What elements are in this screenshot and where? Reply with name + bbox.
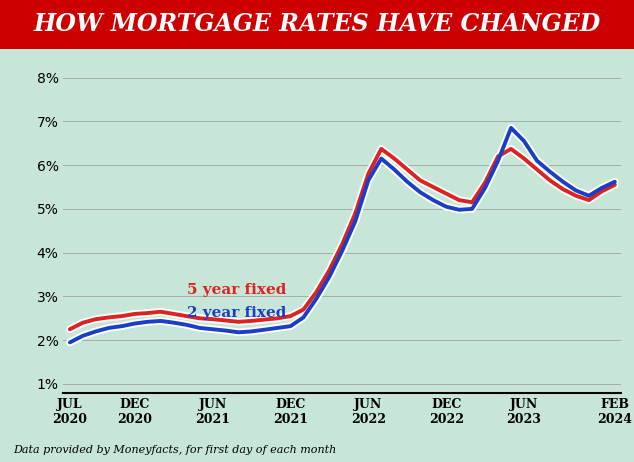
Text: Data provided by Moneyfacts, for first day of each month: Data provided by Moneyfacts, for first d… [13, 445, 336, 455]
Text: 2 year fixed: 2 year fixed [186, 306, 286, 321]
Text: HOW MORTGAGE RATES HAVE CHANGED: HOW MORTGAGE RATES HAVE CHANGED [34, 12, 600, 36]
Text: 5 year fixed: 5 year fixed [186, 283, 286, 297]
